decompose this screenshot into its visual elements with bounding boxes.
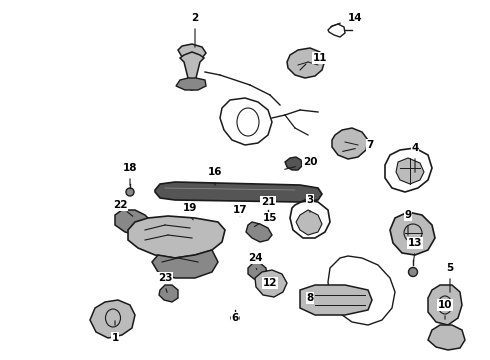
- Text: 5: 5: [446, 263, 454, 273]
- Polygon shape: [300, 285, 372, 315]
- Polygon shape: [396, 158, 424, 184]
- Polygon shape: [428, 285, 462, 325]
- Polygon shape: [159, 285, 178, 302]
- Ellipse shape: [264, 215, 270, 221]
- Ellipse shape: [231, 314, 239, 322]
- Polygon shape: [152, 250, 218, 278]
- Text: 15: 15: [263, 213, 277, 223]
- Text: 16: 16: [208, 167, 222, 177]
- Polygon shape: [248, 263, 267, 280]
- Text: 4: 4: [411, 143, 418, 153]
- Text: 24: 24: [247, 253, 262, 263]
- Polygon shape: [428, 325, 465, 350]
- Polygon shape: [176, 78, 206, 90]
- Polygon shape: [390, 212, 435, 255]
- Polygon shape: [178, 44, 206, 60]
- Polygon shape: [90, 300, 135, 338]
- Text: 3: 3: [306, 195, 314, 205]
- Text: 11: 11: [313, 53, 327, 63]
- Text: 1: 1: [111, 333, 119, 343]
- Ellipse shape: [126, 188, 134, 196]
- Text: 14: 14: [348, 13, 362, 23]
- Polygon shape: [287, 48, 325, 78]
- Ellipse shape: [409, 267, 417, 276]
- Polygon shape: [128, 216, 225, 258]
- Polygon shape: [285, 157, 302, 170]
- Polygon shape: [332, 128, 368, 159]
- Text: 21: 21: [261, 197, 275, 207]
- Polygon shape: [255, 270, 287, 297]
- Polygon shape: [296, 210, 322, 235]
- Polygon shape: [115, 210, 152, 235]
- Ellipse shape: [237, 208, 244, 216]
- Text: 6: 6: [231, 313, 239, 323]
- Text: 23: 23: [158, 273, 172, 283]
- Text: 22: 22: [113, 200, 127, 210]
- Text: 20: 20: [303, 157, 317, 167]
- Text: 7: 7: [367, 140, 374, 150]
- Text: 8: 8: [306, 293, 314, 303]
- Text: 9: 9: [404, 210, 412, 220]
- Text: 18: 18: [123, 163, 137, 173]
- Text: 17: 17: [233, 205, 247, 215]
- Text: 13: 13: [408, 238, 422, 248]
- Text: 10: 10: [438, 300, 452, 310]
- Text: 19: 19: [183, 203, 197, 213]
- Polygon shape: [180, 52, 204, 90]
- Text: 2: 2: [192, 13, 198, 23]
- Polygon shape: [155, 182, 322, 202]
- Text: 12: 12: [263, 278, 277, 288]
- Polygon shape: [246, 222, 272, 242]
